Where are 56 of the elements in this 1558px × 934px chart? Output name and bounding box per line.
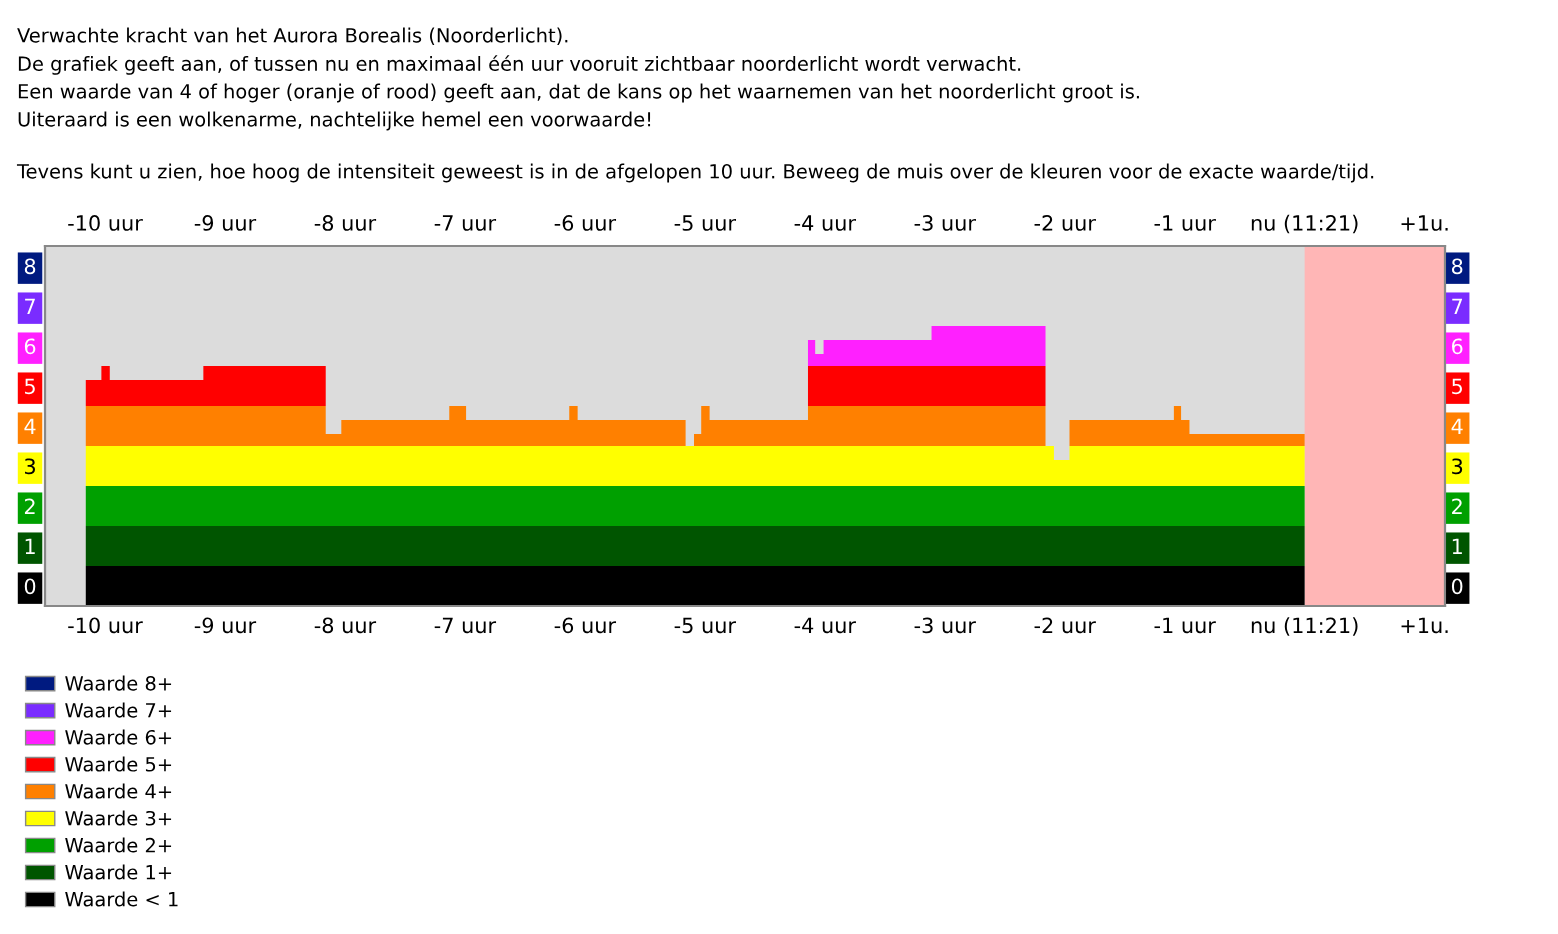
x2-tick-label: -4 uur [794,215,856,231]
y2-tick-label: 5 [1452,378,1462,395]
y-tick-label: 5 [25,378,35,395]
x-tick-label: -10 uur [68,617,143,634]
y-tick-label: 1 [25,538,35,554]
x2-tick-label: -7 uur [434,215,497,231]
x-tick-label: +1u. [1401,617,1448,634]
y2-tick-label: 0 [1451,578,1463,595]
x2-tick-label: -3 uur [914,215,976,231]
x-tick-label: -3 uur [914,617,976,634]
legend-label: Waarde 7+ [65,702,172,718]
text: Tevens kunt u zien, hoe hoog de intensiteit geweest is in de afgelopen 10 uur. Beweeg de muis over de kleuren voor de exacte waarde/tijd. [16,163,1374,183]
x-tick-label: -2 uur [1034,617,1096,634]
x2-tick-label: -9 uur [194,215,257,231]
x2-tick-label: -8 uur [314,215,377,231]
chart-title: Verwachte kracht van het Aurora Borealis (Noorderlicht). [17,27,568,45]
x-tick-label: -8 uur [314,617,377,634]
x-tick-label: -4 uur [794,617,856,634]
y-tick-label: 0 [24,578,36,595]
y-tick-label: 4 [24,418,36,434]
x-tick-label: -9 uur [194,617,257,634]
x2-tick-label: -2 uur [1034,215,1096,231]
y2-tick-label: 7 [1452,298,1463,314]
x2-tick-label: -10 uur [68,215,143,231]
x-tick-label: -7 uur [434,617,497,634]
legend-label: Waarde 6+ [65,729,172,745]
y2-tick-label: 1 [1452,538,1462,554]
x-tick-label: nu (11:21) [1251,617,1358,636]
text: Een waarde van 4 of hoger (oranje of rood) geeft aan, dat de kans op het waarnemen van het noorderlicht groot is. [18,83,1139,103]
legend-label: Waarde < 1 [65,891,178,907]
text: Uiteraard is een wolkenarme, nachtelijke hemel een voorwaarde! [18,111,651,131]
text: De grafiek geeft aan, of tussen nu en maximaal één uur vooruit zichtbaar noorderlicht wordt verwacht. [18,55,1021,75]
x2-tick-label: +1u. [1401,215,1448,231]
legend-label: Waarde 4+ [65,783,172,799]
y2-tick-label: 6 [1452,338,1463,355]
y-tick-label: 7 [25,298,35,314]
y-tick-label: 3 [25,458,35,475]
legend-label: Waarde 2+ [65,837,172,853]
legend-label: Waarde 8+ [65,675,172,691]
y2-tick-label: 8 [1451,258,1463,275]
y2-tick-label: 3 [1452,458,1463,475]
y-tick-label: 8 [24,258,36,275]
x-tick-label: -6 uur [554,617,617,634]
y-tick-label: 6 [24,338,36,355]
x2-tick-label: -1 uur [1154,215,1216,231]
x2-tick-label: -5 uur [674,215,736,231]
x2-tick-label: nu (11:21) [1251,214,1358,234]
y2-tick-label: 4 [1451,418,1463,434]
legend-label: Waarde 3+ [65,810,172,826]
legend-label: Waarde 1+ [65,864,172,880]
x2-tick-label: -6 uur [554,215,617,231]
x-tick-label: -5 uur [674,617,736,634]
legend-label: Waarde 5+ [65,756,172,772]
y2-tick-label: 2 [1452,498,1462,514]
x-tick-label: -1 uur [1154,617,1216,634]
y-tick-label: 2 [24,498,35,514]
